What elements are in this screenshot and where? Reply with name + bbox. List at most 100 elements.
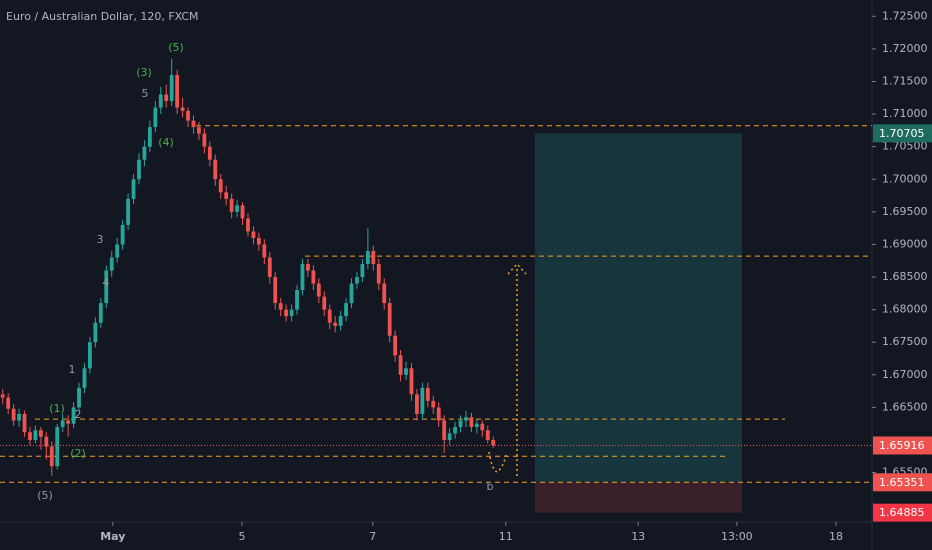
profit-zone xyxy=(535,133,742,483)
candle-body xyxy=(442,420,447,440)
candle-body xyxy=(131,179,136,199)
wave-label: b xyxy=(487,480,494,493)
candle-body xyxy=(398,355,403,375)
candle-body xyxy=(376,264,381,284)
candle-body xyxy=(327,309,332,323)
projection-arrow xyxy=(488,262,527,476)
y-tick-label: 1.72500 xyxy=(882,9,928,22)
candle-body xyxy=(66,420,71,424)
candle-body xyxy=(17,413,21,421)
candle-body xyxy=(344,303,348,317)
candle-body xyxy=(278,303,283,310)
wave-label: 3 xyxy=(97,233,104,246)
candle-body xyxy=(420,387,425,414)
wave-label: (4) xyxy=(158,136,174,149)
candle-body xyxy=(425,387,430,401)
candle-body xyxy=(142,146,147,160)
candle-body xyxy=(88,342,92,369)
candle-body xyxy=(267,257,272,278)
candle-body xyxy=(169,74,174,102)
candle-body xyxy=(382,283,387,304)
loss-zone xyxy=(535,482,742,513)
x-tick-label: 5 xyxy=(238,530,245,543)
candle-body xyxy=(197,127,201,134)
candle-body xyxy=(436,407,441,421)
candle-body xyxy=(387,303,392,336)
candle-body xyxy=(207,146,212,160)
candle-body xyxy=(11,408,16,421)
candle-body xyxy=(415,394,419,414)
candle-body xyxy=(289,309,294,317)
candle-body xyxy=(284,309,289,317)
candle-body xyxy=(311,270,316,284)
candle-body xyxy=(246,218,250,232)
candle-body xyxy=(322,296,327,310)
candle-body xyxy=(240,205,245,219)
candle-body xyxy=(360,264,365,278)
candle-body xyxy=(453,426,457,434)
candle-body xyxy=(186,110,190,121)
y-tick-label: 1.67000 xyxy=(882,368,928,381)
wave-label: (1) xyxy=(49,402,65,415)
y-tick-label: 1.69500 xyxy=(882,205,928,218)
candle-body xyxy=(175,74,180,108)
candle-body xyxy=(115,244,120,258)
candle-body xyxy=(316,283,321,297)
candle-body xyxy=(365,250,370,264)
candle-body xyxy=(158,94,163,108)
candle-body xyxy=(338,316,343,326)
candle-body xyxy=(229,198,234,212)
candle-body xyxy=(256,237,261,245)
entry-price-label-bg xyxy=(873,473,932,492)
wave-label: 2 xyxy=(75,408,82,421)
candle-body xyxy=(404,368,408,375)
y-tick-label: 1.68000 xyxy=(882,303,928,316)
candle-body xyxy=(393,335,398,356)
stop-price-label: 1.64885 xyxy=(879,506,925,519)
last-price-label-bg xyxy=(873,436,932,455)
candle-body xyxy=(333,322,338,326)
candle-body xyxy=(33,430,38,440)
candle-body xyxy=(38,430,43,437)
wave-label: (2) xyxy=(70,447,86,460)
chart-title: Euro / Australian Dollar, 120, FXCM xyxy=(6,10,199,23)
candle-body xyxy=(474,423,479,427)
wave-label: 5 xyxy=(142,87,149,100)
candle-body xyxy=(235,205,239,212)
candle-body xyxy=(28,432,32,440)
entry-price-label: 1.65351 xyxy=(879,476,925,489)
candle-body xyxy=(251,231,256,238)
y-tick-label: 1.66500 xyxy=(882,400,928,413)
candle-body xyxy=(447,433,452,440)
y-tick-label: 1.67500 xyxy=(882,335,928,348)
candle-body xyxy=(93,322,98,343)
candle-body xyxy=(202,133,207,147)
candle-body xyxy=(120,224,125,245)
candle-body xyxy=(126,198,130,225)
candle-body xyxy=(22,413,27,433)
candle-body xyxy=(109,257,114,271)
candle-body xyxy=(98,303,103,323)
target-price-label-bg xyxy=(873,124,932,143)
stop-price-label-bg xyxy=(873,503,932,522)
candle-body xyxy=(262,244,267,258)
plot-area xyxy=(0,58,872,513)
candle-body xyxy=(213,159,218,180)
candle-body xyxy=(295,290,299,310)
y-tick-label: 1.70000 xyxy=(882,172,928,185)
y-tick-label: 1.71000 xyxy=(882,107,928,120)
y-tick-label: 1.69000 xyxy=(882,237,928,250)
target-price-label: 1.70705 xyxy=(879,127,925,140)
candle-body xyxy=(480,423,485,431)
candle-body xyxy=(55,426,60,467)
candle-body xyxy=(60,420,65,427)
candle-body xyxy=(44,436,49,447)
candle-body xyxy=(224,192,229,199)
x-tick-label: 13 xyxy=(631,530,645,543)
candle-body xyxy=(153,107,158,128)
candle-body xyxy=(431,400,436,408)
wave-label: (3) xyxy=(136,66,152,79)
candle-body xyxy=(273,277,278,304)
x-tick-label: 11 xyxy=(499,530,513,543)
